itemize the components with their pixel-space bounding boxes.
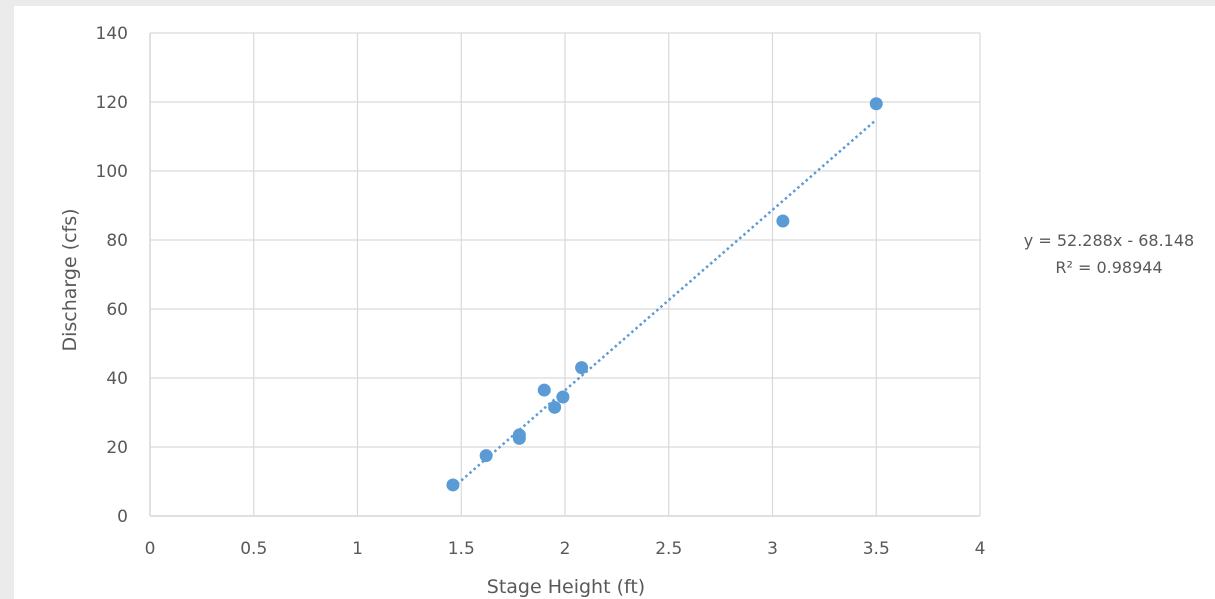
data-point xyxy=(479,449,493,463)
x-tick-labels: 0 0.5 1 1.5 2 2.5 3 3.5 4 xyxy=(145,539,986,559)
x-tick-label: 0.5 xyxy=(240,539,267,559)
data-point xyxy=(512,428,526,442)
gridlines xyxy=(149,32,981,517)
y-tick-label: 120 xyxy=(96,93,128,113)
x-tick-label: 1.5 xyxy=(448,539,475,559)
x-tick-label: 2 xyxy=(560,539,571,559)
axes xyxy=(149,33,980,517)
x-tick-label: 1 xyxy=(352,539,363,559)
x-tick-label: 3.5 xyxy=(863,539,890,559)
y-tick-label: 60 xyxy=(106,300,128,320)
y-tick-label: 100 xyxy=(96,162,128,182)
data-point xyxy=(446,478,460,492)
trendline-r-squared: R² = 0.98944 xyxy=(1055,258,1162,277)
data-point xyxy=(575,361,589,375)
trendline-equation: y = 52.288x - 68.148 xyxy=(1024,231,1194,250)
data-point xyxy=(556,390,570,404)
x-tick-label: 2.5 xyxy=(655,539,682,559)
y-tick-label: 0 xyxy=(117,507,128,527)
scatter-chart: 0 0.5 1 1.5 2 2.5 3 3.5 4 0 20 40 60 80 100 120 140 Sta… xyxy=(59,24,1194,598)
data-point xyxy=(869,97,883,111)
x-tick-label: 0 xyxy=(145,539,156,559)
data-point xyxy=(548,400,562,414)
y-tick-labels: 0 20 40 60 80 100 120 140 xyxy=(96,24,128,527)
y-tick-label: 140 xyxy=(96,24,128,44)
data-points xyxy=(446,97,883,492)
y-tick-label: 80 xyxy=(106,231,128,251)
x-tick-label: 4 xyxy=(975,539,986,559)
y-tick-label: 20 xyxy=(106,438,128,458)
data-point xyxy=(776,214,790,228)
y-axis-title: Discharge (cfs) xyxy=(59,208,81,351)
data-point xyxy=(537,383,551,397)
chart-area: 0 0.5 1 1.5 2 2.5 3 3.5 4 0 20 40 60 80 100 120 140 Sta… xyxy=(14,6,1215,599)
x-tick-label: 3 xyxy=(767,539,778,559)
y-tick-label: 40 xyxy=(106,369,128,389)
x-axis-title: Stage Height (ft) xyxy=(487,576,645,598)
